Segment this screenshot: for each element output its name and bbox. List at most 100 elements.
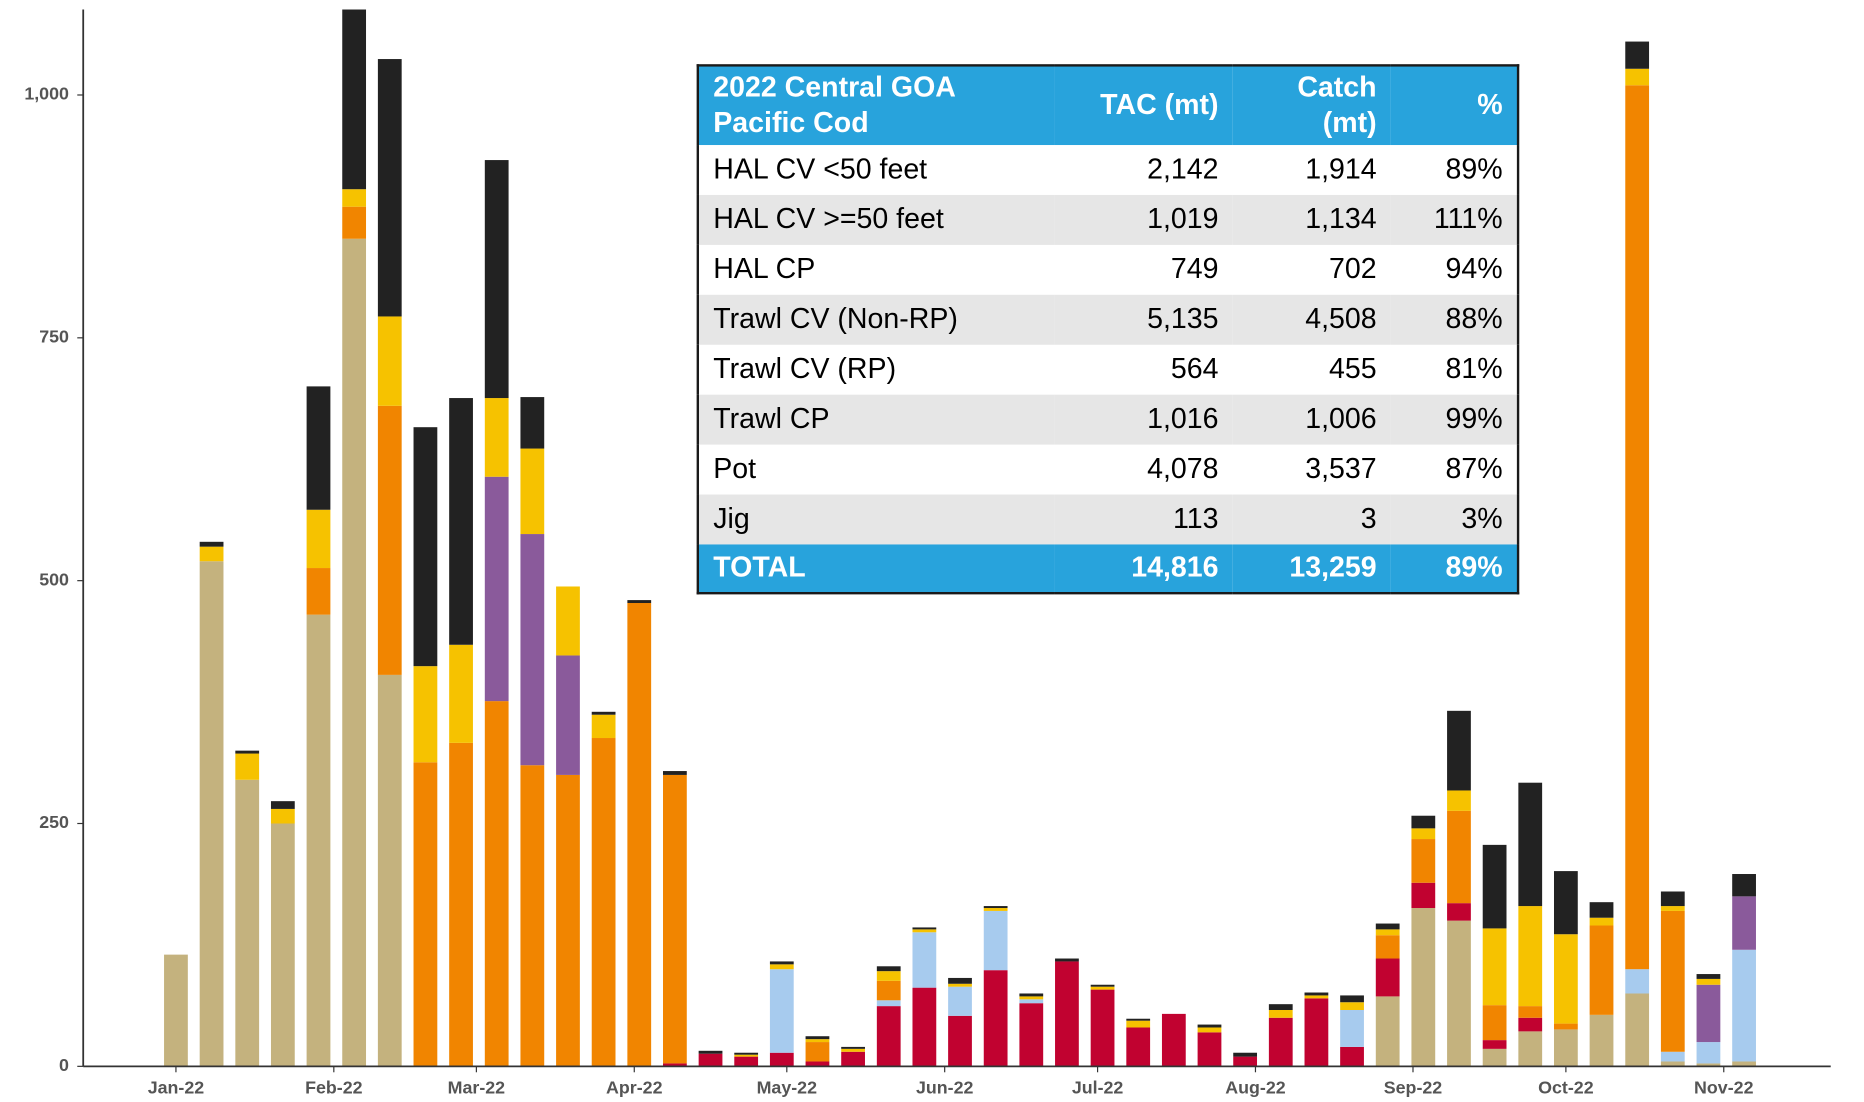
bar-segment: [1553, 871, 1578, 935]
bar-segment: [1340, 1009, 1364, 1047]
bar-segment: [449, 742, 473, 1067]
bar-segment: [734, 1056, 759, 1067]
bar-segment: [1340, 995, 1364, 1003]
bar-segment: [377, 405, 402, 675]
table-cell: 1,016: [1054, 394, 1233, 445]
x-tick-label: Aug-22: [1225, 1078, 1286, 1098]
table-cell: 1,914: [1305, 153, 1377, 186]
bar-segment: [1375, 935, 1400, 959]
y-tick-label: 250: [39, 812, 69, 832]
bar-segment: [698, 1053, 723, 1067]
bar-segment: [1126, 1027, 1151, 1067]
bar-segment: [377, 674, 402, 1067]
x-tick-label: Nov-22: [1694, 1078, 1754, 1098]
bar-segment: [520, 448, 545, 535]
x-tick-label: Jan-22: [148, 1078, 205, 1098]
bar-segment: [270, 801, 295, 809]
table-body: HAL CV <50 feet 2,142 1,914 89% HAL CV >=50 …: [697, 145, 1519, 594]
bar-segment: [734, 1052, 759, 1055]
y-tick-label: 750: [39, 327, 69, 347]
bar-segment: [484, 476, 509, 702]
bar-segment: [1625, 41, 1650, 69]
bar-segment: [841, 1046, 865, 1049]
table-cell: 1,134: [1232, 194, 1391, 245]
bar-segment: [1660, 1051, 1685, 1062]
bar-segment: [912, 932, 937, 988]
bar-segment: [199, 546, 224, 562]
bar-segment: [306, 386, 331, 510]
bar-segment: [734, 1054, 759, 1057]
bar-segment: [1625, 68, 1650, 86]
bar-segment: [1411, 839, 1436, 883]
table-cell: 4,078: [1147, 452, 1219, 486]
table-cell: Trawl CP: [697, 394, 1055, 445]
table-cell: 455: [1329, 353, 1377, 386]
bar-segment: [1696, 974, 1721, 979]
table-cell: HAL CV >=50 feet: [697, 194, 1055, 245]
bar-segment: [1233, 1052, 1258, 1057]
bar-segment: [1197, 1027, 1222, 1033]
bar-segment: [1696, 978, 1721, 985]
table-row: Trawl CV (RP) 564 455 81%: [698, 345, 1518, 395]
bar-segment: [520, 534, 545, 766]
bar-segment: [1482, 1005, 1507, 1041]
bar-segment: [1126, 1020, 1151, 1028]
bar-segment: [1019, 996, 1044, 1000]
bar-segment: [1589, 1014, 1614, 1067]
bar-segment: [876, 1006, 901, 1067]
bar-segment: [306, 614, 331, 1067]
bar-segment: [342, 9, 367, 190]
bar-segment: [627, 600, 652, 604]
bar-segment: [983, 906, 1008, 909]
bar-segment: [1732, 949, 1756, 1062]
bar-segment: [520, 765, 545, 1067]
bar-segment: [769, 969, 794, 1053]
x-tick-label: May-22: [757, 1078, 818, 1098]
table-cell: 1,006: [1232, 394, 1391, 445]
x-tick-label: Sep-22: [1384, 1078, 1443, 1098]
bar-segment: [876, 1000, 901, 1007]
bar-segment: [698, 1050, 723, 1054]
bar-segment: [1660, 906, 1685, 911]
bar-segment: [1375, 923, 1400, 930]
bar-segment: [342, 206, 367, 239]
x-tick-label: Jun-22: [916, 1078, 974, 1098]
table-cell: 3%: [1390, 494, 1519, 545]
table-cell: 88%: [1390, 294, 1519, 345]
bar-segment: [1340, 1046, 1364, 1067]
bar-segment: [841, 1051, 865, 1067]
bar-segment: [1696, 1063, 1721, 1067]
summary-table: 2022 Central GOA Pacific Cod TAC (mt) Catc…: [696, 64, 1520, 595]
table-cell: 89%: [1390, 544, 1519, 594]
bar-segment: [1411, 815, 1436, 829]
y-tick-label: 1,000: [24, 84, 69, 104]
bar-segment: [449, 644, 473, 743]
bar-segment: [1019, 1003, 1044, 1067]
bar-segment: [876, 966, 901, 972]
x-tick-label: Oct-22: [1538, 1078, 1594, 1098]
bar-segment: [983, 970, 1008, 1067]
bar-segment: [663, 1063, 687, 1067]
table-cell: HAL CV <50 feet: [713, 153, 928, 186]
bar-segment: [1090, 986, 1115, 990]
bar-segment: [1197, 1024, 1222, 1028]
bar-segment: [769, 961, 794, 965]
bar-segment: [199, 561, 224, 1067]
bar-segment: [1625, 969, 1650, 994]
bar-segment: [948, 986, 972, 1016]
bar-segment: [1019, 993, 1044, 997]
bar-segment: [983, 910, 1008, 971]
bar-segment: [1055, 961, 1079, 1067]
bar-segment: [983, 908, 1008, 911]
bar-segment: [1268, 1004, 1293, 1010]
bar-segment: [1518, 1017, 1543, 1032]
bar-segment: [805, 1036, 830, 1040]
bar-segment: [306, 568, 331, 615]
bar-segment: [484, 160, 509, 399]
table-row: Jig 113 3 3%: [697, 494, 1519, 545]
bar-segment: [912, 929, 937, 933]
x-tick-label: Mar-22: [448, 1078, 506, 1098]
bar-segment: [484, 398, 509, 477]
bar-segment: [1161, 1013, 1186, 1067]
bar-segment: [1447, 710, 1471, 791]
